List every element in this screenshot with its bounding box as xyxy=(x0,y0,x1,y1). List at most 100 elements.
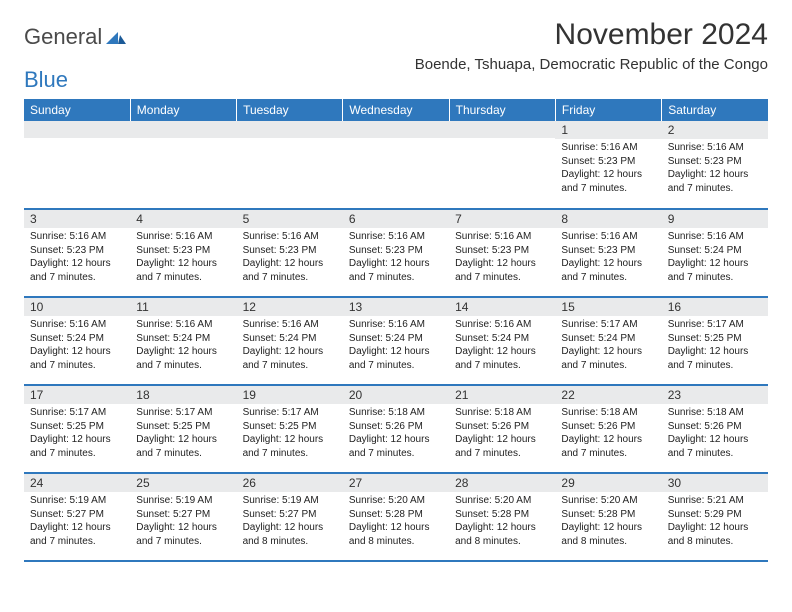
calendar-day-cell: 19Sunrise: 5:17 AMSunset: 5:25 PMDayligh… xyxy=(237,385,343,473)
calendar-day-cell: 23Sunrise: 5:18 AMSunset: 5:26 PMDayligh… xyxy=(662,385,768,473)
day-detail-line: Sunrise: 5:16 AM xyxy=(668,141,762,155)
day-detail-line: Sunset: 5:24 PM xyxy=(561,332,655,346)
day-details: Sunrise: 5:16 AMSunset: 5:23 PMDaylight:… xyxy=(237,228,343,288)
calendar-day-cell: 25Sunrise: 5:19 AMSunset: 5:27 PMDayligh… xyxy=(130,473,236,561)
day-detail-line: Daylight: 12 hours and 7 minutes. xyxy=(243,345,337,372)
day-number xyxy=(237,121,343,138)
day-number: 8 xyxy=(555,210,661,228)
calendar-day-cell: 9Sunrise: 5:16 AMSunset: 5:24 PMDaylight… xyxy=(662,209,768,297)
day-details: Sunrise: 5:18 AMSunset: 5:26 PMDaylight:… xyxy=(662,404,768,464)
day-details: Sunrise: 5:16 AMSunset: 5:23 PMDaylight:… xyxy=(555,228,661,288)
day-detail-line: Daylight: 12 hours and 7 minutes. xyxy=(349,345,443,372)
day-details: Sunrise: 5:16 AMSunset: 5:23 PMDaylight:… xyxy=(343,228,449,288)
day-number: 16 xyxy=(662,298,768,316)
day-detail-line: Daylight: 12 hours and 7 minutes. xyxy=(136,521,230,548)
day-detail-line: Sunrise: 5:18 AM xyxy=(561,406,655,420)
day-details: Sunrise: 5:16 AMSunset: 5:24 PMDaylight:… xyxy=(130,316,236,376)
calendar-week-row: 10Sunrise: 5:16 AMSunset: 5:24 PMDayligh… xyxy=(24,297,768,385)
day-details xyxy=(237,138,343,144)
day-number: 14 xyxy=(449,298,555,316)
day-detail-line: Sunset: 5:25 PM xyxy=(668,332,762,346)
day-detail-line: Daylight: 12 hours and 7 minutes. xyxy=(30,345,124,372)
day-detail-line: Sunrise: 5:20 AM xyxy=(349,494,443,508)
day-detail-line: Sunset: 5:25 PM xyxy=(30,420,124,434)
day-number: 19 xyxy=(237,386,343,404)
day-detail-line: Daylight: 12 hours and 7 minutes. xyxy=(30,521,124,548)
day-number: 4 xyxy=(130,210,236,228)
day-details: Sunrise: 5:17 AMSunset: 5:25 PMDaylight:… xyxy=(24,404,130,464)
day-detail-line: Sunrise: 5:16 AM xyxy=(561,141,655,155)
dow-tuesday: Tuesday xyxy=(237,99,343,121)
day-detail-line: Sunset: 5:23 PM xyxy=(561,155,655,169)
day-number: 29 xyxy=(555,474,661,492)
day-detail-line: Sunrise: 5:18 AM xyxy=(668,406,762,420)
day-details: Sunrise: 5:16 AMSunset: 5:23 PMDaylight:… xyxy=(449,228,555,288)
day-detail-line: Sunrise: 5:19 AM xyxy=(243,494,337,508)
day-detail-line: Sunset: 5:24 PM xyxy=(30,332,124,346)
day-detail-line: Sunrise: 5:16 AM xyxy=(136,230,230,244)
day-number xyxy=(24,121,130,138)
day-number: 26 xyxy=(237,474,343,492)
day-detail-line: Sunset: 5:24 PM xyxy=(455,332,549,346)
day-detail-line: Sunrise: 5:17 AM xyxy=(561,318,655,332)
calendar-week-row: 24Sunrise: 5:19 AMSunset: 5:27 PMDayligh… xyxy=(24,473,768,561)
day-detail-line: Daylight: 12 hours and 7 minutes. xyxy=(243,433,337,460)
day-detail-line: Sunset: 5:23 PM xyxy=(561,244,655,258)
calendar-day-cell: 12Sunrise: 5:16 AMSunset: 5:24 PMDayligh… xyxy=(237,297,343,385)
day-details: Sunrise: 5:20 AMSunset: 5:28 PMDaylight:… xyxy=(555,492,661,552)
day-detail-line: Sunrise: 5:16 AM xyxy=(668,230,762,244)
day-detail-line: Sunrise: 5:17 AM xyxy=(136,406,230,420)
dow-friday: Friday xyxy=(555,99,661,121)
calendar-day-cell: 27Sunrise: 5:20 AMSunset: 5:28 PMDayligh… xyxy=(343,473,449,561)
day-detail-line: Daylight: 12 hours and 7 minutes. xyxy=(455,433,549,460)
day-detail-line: Sunrise: 5:20 AM xyxy=(561,494,655,508)
day-number: 25 xyxy=(130,474,236,492)
day-number: 6 xyxy=(343,210,449,228)
day-detail-line: Sunset: 5:24 PM xyxy=(349,332,443,346)
day-detail-line: Daylight: 12 hours and 8 minutes. xyxy=(668,521,762,548)
day-detail-line: Daylight: 12 hours and 7 minutes. xyxy=(561,345,655,372)
day-detail-line: Daylight: 12 hours and 7 minutes. xyxy=(243,257,337,284)
day-details: Sunrise: 5:16 AMSunset: 5:24 PMDaylight:… xyxy=(662,228,768,288)
day-detail-line: Daylight: 12 hours and 7 minutes. xyxy=(349,257,443,284)
day-details: Sunrise: 5:16 AMSunset: 5:23 PMDaylight:… xyxy=(130,228,236,288)
day-detail-line: Sunset: 5:23 PM xyxy=(136,244,230,258)
day-detail-line: Sunrise: 5:20 AM xyxy=(455,494,549,508)
calendar-day-cell: 28Sunrise: 5:20 AMSunset: 5:28 PMDayligh… xyxy=(449,473,555,561)
day-number: 9 xyxy=(662,210,768,228)
dow-saturday: Saturday xyxy=(662,99,768,121)
day-detail-line: Sunset: 5:27 PM xyxy=(30,508,124,522)
day-number: 28 xyxy=(449,474,555,492)
day-number xyxy=(449,121,555,138)
day-details: Sunrise: 5:18 AMSunset: 5:26 PMDaylight:… xyxy=(555,404,661,464)
day-detail-line: Daylight: 12 hours and 7 minutes. xyxy=(455,345,549,372)
day-detail-line: Sunrise: 5:17 AM xyxy=(243,406,337,420)
day-detail-line: Sunset: 5:24 PM xyxy=(668,244,762,258)
calendar-day-cell: 16Sunrise: 5:17 AMSunset: 5:25 PMDayligh… xyxy=(662,297,768,385)
day-detail-line: Daylight: 12 hours and 7 minutes. xyxy=(668,433,762,460)
day-number: 22 xyxy=(555,386,661,404)
calendar-day-cell xyxy=(130,121,236,209)
calendar-day-cell: 15Sunrise: 5:17 AMSunset: 5:24 PMDayligh… xyxy=(555,297,661,385)
day-number: 7 xyxy=(449,210,555,228)
brand-word1: General xyxy=(24,24,102,50)
day-detail-line: Sunrise: 5:17 AM xyxy=(30,406,124,420)
calendar-day-cell xyxy=(343,121,449,209)
day-number xyxy=(130,121,236,138)
calendar-week-row: 1Sunrise: 5:16 AMSunset: 5:23 PMDaylight… xyxy=(24,121,768,209)
day-details: Sunrise: 5:18 AMSunset: 5:26 PMDaylight:… xyxy=(449,404,555,464)
day-number: 30 xyxy=(662,474,768,492)
calendar-day-cell: 4Sunrise: 5:16 AMSunset: 5:23 PMDaylight… xyxy=(130,209,236,297)
day-detail-line: Sunset: 5:24 PM xyxy=(243,332,337,346)
day-number: 18 xyxy=(130,386,236,404)
day-details: Sunrise: 5:17 AMSunset: 5:25 PMDaylight:… xyxy=(662,316,768,376)
day-detail-line: Sunset: 5:27 PM xyxy=(243,508,337,522)
day-number: 10 xyxy=(24,298,130,316)
day-detail-line: Daylight: 12 hours and 8 minutes. xyxy=(455,521,549,548)
calendar-day-cell xyxy=(449,121,555,209)
day-number: 13 xyxy=(343,298,449,316)
calendar-day-cell: 13Sunrise: 5:16 AMSunset: 5:24 PMDayligh… xyxy=(343,297,449,385)
day-details: Sunrise: 5:18 AMSunset: 5:26 PMDaylight:… xyxy=(343,404,449,464)
day-details: Sunrise: 5:16 AMSunset: 5:24 PMDaylight:… xyxy=(343,316,449,376)
brand-logo: General xyxy=(24,18,126,50)
